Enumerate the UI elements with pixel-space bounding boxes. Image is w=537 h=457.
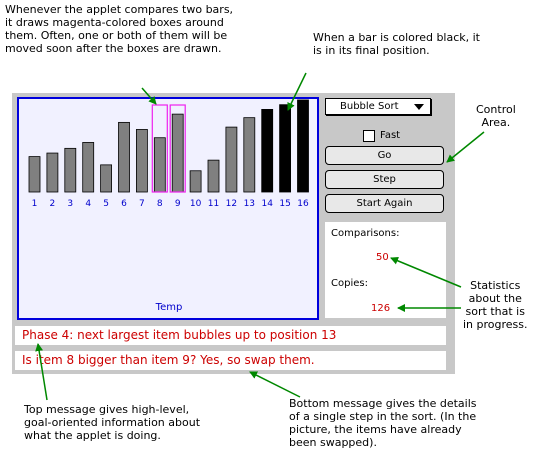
bar-10	[189, 170, 202, 193]
copies-value: 126	[371, 303, 391, 314]
bar-index-label: 10	[190, 199, 202, 209]
chevron-down-icon	[414, 104, 424, 110]
compare-box-9	[169, 104, 186, 193]
comparisons-value: 50	[376, 252, 389, 263]
fast-label: Fast	[380, 130, 401, 141]
bar-index-label: 9	[175, 199, 181, 209]
bar-7	[136, 129, 148, 193]
algorithm-select-value: Bubble Sort	[340, 101, 399, 112]
arrow-top-message	[35, 343, 48, 401]
bar-index-label: 16	[297, 199, 309, 209]
bar-13	[243, 117, 256, 193]
bar-index-label: 14	[261, 199, 273, 209]
bar-3	[64, 147, 77, 193]
bar-11	[207, 159, 220, 193]
top-message-annotation: Top message gives high-level, goal-orien…	[24, 403, 201, 442]
bar-index-label: 4	[85, 199, 91, 209]
bar-15	[279, 104, 292, 193]
compare-annotation: Whenever the applet compares two bars, i…	[5, 3, 234, 55]
start-again-button[interactable]: Start Again	[325, 194, 444, 213]
arrow-bottom-message	[249, 371, 301, 398]
bar-2	[46, 152, 59, 193]
bar-4	[82, 142, 95, 193]
comparisons-label: Comparisons:	[331, 228, 400, 239]
arrow-final	[287, 72, 307, 111]
bar-canvas: 1 2 3 4 5 6 7 8 9 10 11 12 13 14 15 16 Temp	[17, 97, 319, 320]
bar-12	[225, 126, 238, 193]
bar-14	[261, 108, 274, 193]
bar-index-label: 6	[121, 199, 127, 209]
arrow-control	[446, 131, 485, 163]
statistics-annotation: Statistics about the sort that is in pro…	[463, 279, 528, 331]
control-area-annotation: Control Area.	[476, 103, 516, 129]
algorithm-select[interactable]: Bubble Sort	[325, 98, 431, 115]
bar-index-label: 7	[139, 199, 145, 209]
canvas-label: Temp	[155, 302, 183, 313]
step-button[interactable]: Step	[325, 170, 444, 189]
arrow-stats-1	[390, 256, 462, 288]
top-message: Phase 4: next largest item bubbles up to…	[15, 326, 446, 345]
bar-index-label: 12	[226, 199, 237, 209]
go-button[interactable]: Go	[325, 146, 444, 165]
checkbox-icon[interactable]	[363, 130, 375, 142]
copies-label: Copies:	[331, 278, 368, 289]
bar-index-label: 1	[32, 199, 38, 209]
arrow-compare	[141, 87, 157, 105]
bar-index-label: 11	[208, 199, 219, 209]
bar-index-label: 13	[244, 199, 255, 209]
bar-5	[100, 164, 112, 193]
final-position-annotation: When a bar is colored black, it is in it…	[313, 31, 480, 57]
bar-6	[118, 121, 130, 193]
bar-index-label: 5	[103, 199, 109, 209]
bottom-message-annotation: Bottom message gives the details of a si…	[289, 397, 477, 449]
compare-box-8	[151, 104, 168, 193]
bar-16	[297, 99, 309, 193]
bottom-message: Is item 8 bigger than item 9? Yes, so sw…	[15, 351, 446, 370]
bar-index-label: 15	[279, 199, 290, 209]
bar-index-label: 8	[157, 199, 163, 209]
statistics-panel: Comparisons: 50 Copies: 126	[325, 222, 446, 318]
bar-1	[28, 156, 41, 193]
bar-index-label: 3	[67, 199, 73, 209]
bar-index-label: 2	[50, 199, 56, 209]
